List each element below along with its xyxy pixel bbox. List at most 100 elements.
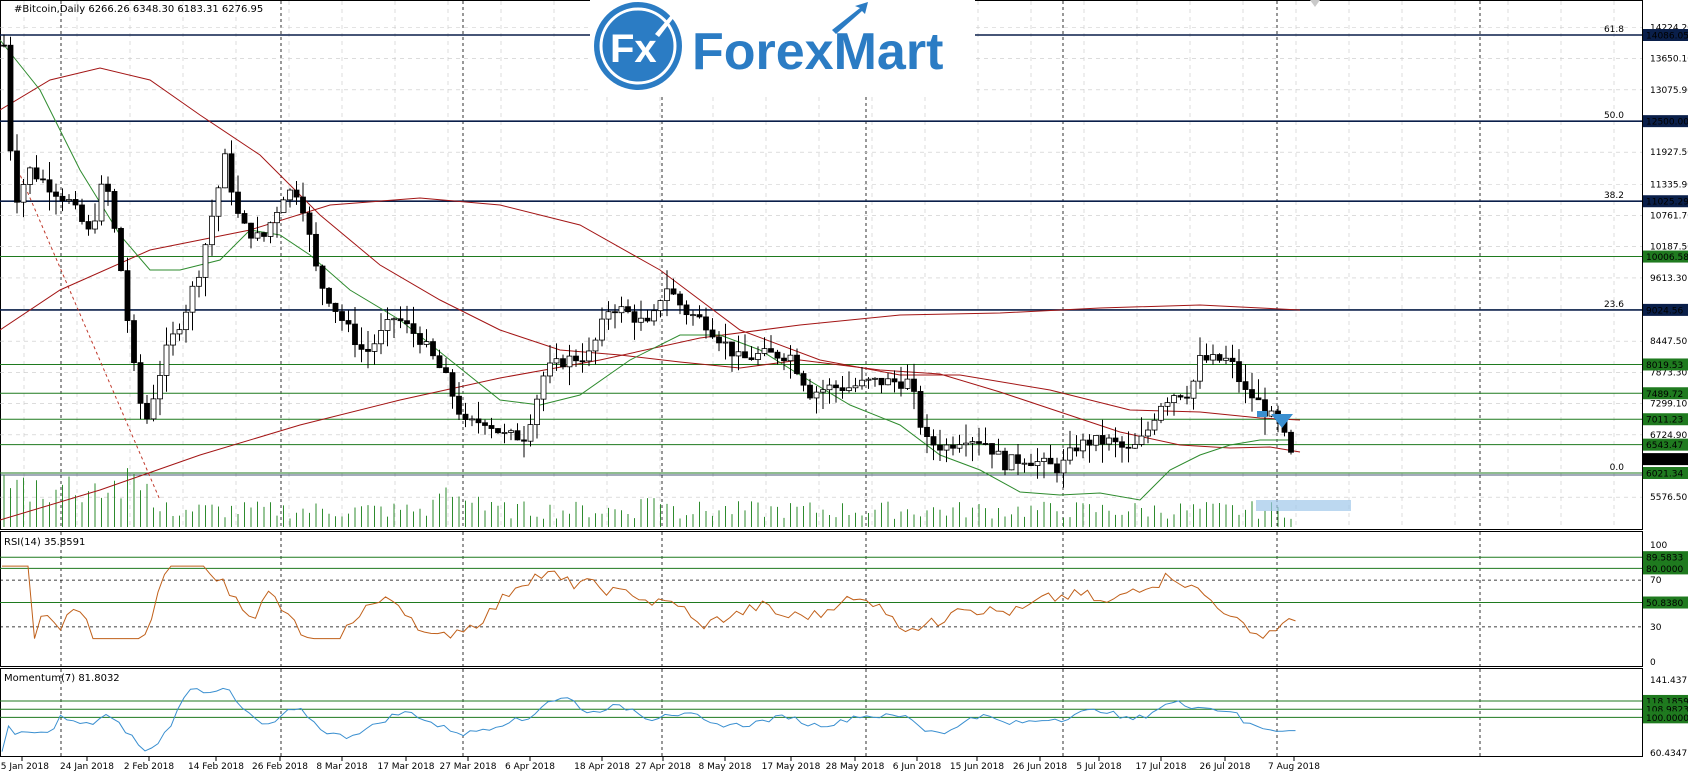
candle-bear	[833, 384, 839, 389]
date-axis-label: 14 Feb 2018	[188, 762, 244, 771]
candle-bear	[332, 302, 339, 312]
candle-bull	[722, 341, 729, 344]
candle-bear	[495, 428, 501, 434]
candle-bull	[963, 442, 969, 446]
price-axis-label: 14224.20	[1650, 23, 1688, 33]
price-level-badge-label: 6276.95	[1646, 456, 1683, 466]
candle-bear	[14, 150, 20, 203]
candle-bear	[579, 360, 586, 363]
candle-bear	[313, 233, 319, 267]
candle-bull	[846, 387, 852, 391]
rsi-level-badge	[1643, 562, 1688, 575]
momentum-title: Momentum(7) 81.8032	[4, 673, 120, 684]
candle-bull	[469, 418, 475, 421]
candle-bull	[885, 378, 891, 386]
candle-bear	[1184, 396, 1190, 399]
candle-bear	[488, 425, 495, 429]
price-axis-label: 8447.50	[1650, 337, 1687, 347]
candle-bear	[1119, 441, 1125, 448]
momentum-panel	[0, 668, 1643, 757]
rsi-level-badge-label: 50.8380	[1646, 599, 1683, 609]
candle-bear	[1054, 463, 1060, 474]
candle-bear	[436, 355, 443, 369]
fib-label: 0.0	[1610, 463, 1625, 473]
candle-bull	[1041, 457, 1047, 462]
candle-bull	[1145, 429, 1151, 437]
fib-label: 50.0	[1604, 111, 1624, 121]
candle-bear	[79, 204, 85, 222]
candle-bull	[534, 398, 540, 426]
candle-bear	[982, 443, 989, 445]
candle-bear	[1125, 446, 1132, 449]
candle-bear	[300, 196, 306, 214]
candle-bull	[547, 362, 553, 377]
momentum-axis-label: 141.437	[1650, 676, 1687, 686]
candle-bull	[755, 353, 761, 360]
candle-bear	[768, 348, 774, 353]
rsi-indicator	[0, 556, 1642, 640]
candle-bull	[1190, 380, 1197, 399]
candle-bull	[371, 343, 378, 352]
candle-bear	[878, 377, 885, 386]
candle-bear	[7, 44, 14, 152]
candle-bear	[1015, 454, 1021, 464]
candle-bull	[586, 350, 592, 362]
candle-bull	[189, 285, 196, 313]
candle-bear	[241, 213, 248, 224]
candle-bull	[378, 330, 384, 345]
candle-bull	[1067, 447, 1073, 461]
candle-bull	[183, 311, 189, 331]
rsi-axis-label: 100	[1650, 541, 1667, 551]
candle-bull	[1171, 395, 1177, 404]
price-axis-label: 10761.70	[1650, 212, 1688, 222]
rsi-axis-label: 0	[1650, 658, 1656, 668]
candle-bull	[66, 199, 72, 202]
candle-bear	[1229, 357, 1236, 363]
candle-bear	[800, 373, 807, 386]
candle-bear	[748, 357, 755, 360]
candle-bear	[521, 439, 527, 442]
date-axis-label: 15 Jun 2018	[950, 762, 1004, 771]
candle-bull	[852, 385, 859, 389]
candle-bull	[813, 391, 820, 399]
candle-bull	[1223, 357, 1229, 361]
arrow-up-icon	[655, 5, 680, 37]
candle-bull	[956, 444, 963, 449]
candle-bull	[820, 389, 826, 393]
rsi-line	[2, 565, 1296, 640]
rsi-axis-label: 30	[1650, 623, 1662, 633]
candle-bull	[176, 329, 183, 335]
date-axis-label: 15 Jan 2018	[0, 762, 49, 771]
candle-bull	[969, 441, 976, 444]
candle-bull	[657, 300, 664, 312]
price-level-badge	[1643, 453, 1688, 466]
scroll-marker-icon	[1310, 0, 1320, 7]
candle-bear	[345, 320, 352, 325]
candle-bear	[1242, 381, 1249, 390]
price-level-badge	[1643, 387, 1688, 400]
price-level-badge	[1643, 29, 1688, 41]
candle-bull	[592, 339, 599, 352]
price-level-badge	[1643, 303, 1688, 316]
sell-signal-arrow-tail	[1257, 411, 1267, 417]
price-axis-label: 9613.30	[1650, 274, 1687, 284]
candle-bull	[274, 212, 280, 224]
date-axis-label: 8 Mar 2018	[316, 762, 368, 771]
candle-bull	[1008, 454, 1015, 471]
candle-bear	[1249, 389, 1255, 399]
price-axis-label: 6724.90	[1650, 431, 1687, 441]
price-level-badge-label: 12500.00	[1646, 118, 1688, 128]
candle-bear	[917, 391, 924, 428]
candle-bull	[566, 355, 573, 368]
candle-bull	[98, 183, 105, 222]
candle-bull	[163, 344, 170, 376]
candle-bull	[501, 432, 508, 434]
candle-bull	[1158, 405, 1164, 421]
candle-bear	[1288, 431, 1294, 453]
logo-arrow-icon	[832, 2, 868, 34]
date-axis: 15 Jan 2018 24 Jan 2018 2 Feb 2018 14 Feb 2…	[0, 757, 1320, 771]
candle-bear	[293, 189, 300, 198]
candle-bear	[235, 191, 241, 214]
candle-bull	[943, 444, 950, 451]
